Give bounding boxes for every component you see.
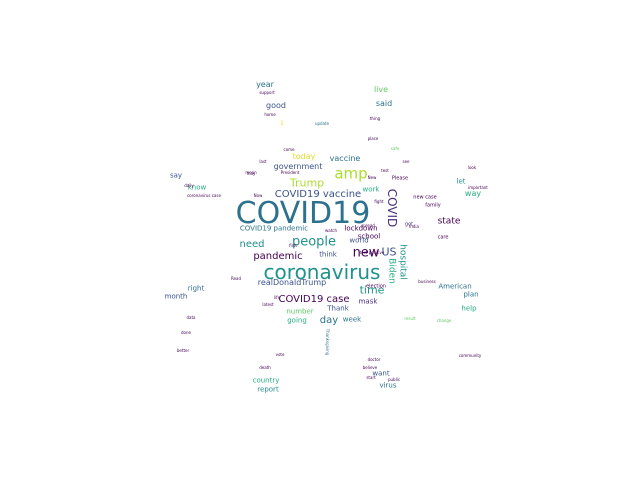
cloud-word: life xyxy=(273,295,281,300)
cloud-word: country xyxy=(252,376,280,385)
cloud-word: got xyxy=(404,221,414,228)
cloud-word: result xyxy=(404,316,416,321)
cloud-word: 1 xyxy=(280,120,284,127)
cloud-word: thing xyxy=(369,116,381,121)
cloud-word: coronavirus case xyxy=(187,193,221,198)
cloud-word: mean xyxy=(245,170,257,175)
cloud-word: day xyxy=(319,315,339,326)
cloud-word: think xyxy=(319,250,337,259)
cloud-word: COVID19 pandemic xyxy=(239,224,309,233)
cloud-word: year xyxy=(256,80,274,89)
cloud-word: care xyxy=(437,234,449,241)
cloud-word: realDonaldTrump xyxy=(257,278,327,287)
cloud-word: daily xyxy=(184,183,194,188)
cloud-word: coronavirus xyxy=(263,260,381,284)
cloud-word: look xyxy=(467,165,477,170)
cloud-word: place xyxy=(367,136,379,141)
cloud-word: vaccine xyxy=(329,154,361,163)
cloud-word: death xyxy=(259,365,271,370)
cloud-word: work xyxy=(362,185,380,194)
cloud-word: vote xyxy=(275,352,285,357)
cloud-word: spread xyxy=(361,223,375,228)
cloud-word: election xyxy=(366,283,386,290)
cloud-word: done xyxy=(181,330,191,335)
cloud-word: Biden xyxy=(386,258,397,284)
cloud-word: home xyxy=(264,112,276,117)
cloud-word: right xyxy=(187,284,205,293)
cloud-word: let xyxy=(456,177,466,186)
cloud-word: say xyxy=(169,171,183,180)
cloud-word: COVID19 case xyxy=(278,294,350,305)
cloud-word: latest xyxy=(262,302,274,307)
cloud-word: know xyxy=(187,183,207,192)
cloud-word: number xyxy=(286,307,314,316)
cloud-word: month xyxy=(164,292,188,301)
cloud-word: people xyxy=(291,234,337,250)
cloud-word: good xyxy=(266,101,286,110)
cloud-word: report xyxy=(257,385,279,394)
cloud-word: world xyxy=(349,236,369,245)
cloud-word: see xyxy=(402,159,410,164)
cloud-word: Please xyxy=(391,175,409,182)
cloud-word: school xyxy=(357,232,381,241)
cloud-word: Trump xyxy=(289,176,325,190)
cloud-word: today xyxy=(292,152,316,161)
cloud-word: safe xyxy=(390,146,400,151)
cloud-word: first xyxy=(289,243,297,248)
cloud-word: mask xyxy=(358,297,378,306)
cloud-word: COVID xyxy=(385,188,399,228)
cloud-word: week xyxy=(342,315,362,324)
cloud-word: public xyxy=(387,377,401,382)
cloud-word: pandemic xyxy=(253,251,303,262)
cloud-word: said xyxy=(375,99,393,108)
cloud-word: India xyxy=(409,224,419,229)
cloud-word: business xyxy=(418,279,436,284)
cloud-word: hospital xyxy=(397,244,408,280)
cloud-word: better xyxy=(176,348,190,353)
cloud-word: state xyxy=(437,216,461,227)
cloud-word: Now xyxy=(253,193,263,198)
cloud-word: believe xyxy=(362,365,378,370)
cloud-word: may xyxy=(246,171,256,176)
cloud-word: need xyxy=(239,239,265,250)
cloud-word: doctor xyxy=(367,357,381,362)
cloud-word: amp xyxy=(334,164,368,183)
cloud-word: fight xyxy=(374,199,384,204)
cloud-word: American xyxy=(438,282,472,291)
cloud-word: US xyxy=(381,245,397,259)
cloud-word: want xyxy=(372,369,390,378)
cloud-word: new case xyxy=(413,194,437,201)
cloud-word: help xyxy=(461,304,477,313)
cloud-word: lockdown xyxy=(344,224,378,233)
cloud-word: live xyxy=(373,85,389,94)
cloud-word: virus xyxy=(379,381,397,390)
cloud-word: President xyxy=(280,170,300,175)
cloud-word: Read xyxy=(230,276,242,281)
cloud-word: update xyxy=(314,121,330,126)
cloud-word: going xyxy=(287,316,307,325)
cloud-word: data xyxy=(186,315,196,320)
cloud-word: support xyxy=(259,90,275,95)
cloud-word: change xyxy=(436,318,452,323)
cloud-word: test xyxy=(381,168,389,173)
cloud-word: plan xyxy=(463,290,479,299)
cloud-word: new xyxy=(352,245,380,261)
cloud-word: start xyxy=(366,375,376,380)
cloud-word: way xyxy=(464,189,482,198)
cloud-word: COVID19 vaccine xyxy=(274,189,362,200)
cloud-word: important xyxy=(468,185,488,190)
cloud-word: time xyxy=(359,283,385,297)
cloud-word: last xyxy=(259,159,267,164)
cloud-word: government xyxy=(273,162,323,171)
cloud-word: family xyxy=(425,202,441,209)
cloud-word: come xyxy=(283,147,295,152)
cloud-word: community xyxy=(458,353,482,358)
cloud-word: Thank xyxy=(327,304,349,313)
cloud-word: test positive xyxy=(359,250,385,255)
cloud-word: Thanksgiving xyxy=(325,328,330,356)
cloud-word: COVID19 xyxy=(235,196,371,231)
cloud-word: New xyxy=(367,175,377,180)
cloud-word: watch xyxy=(324,228,338,233)
